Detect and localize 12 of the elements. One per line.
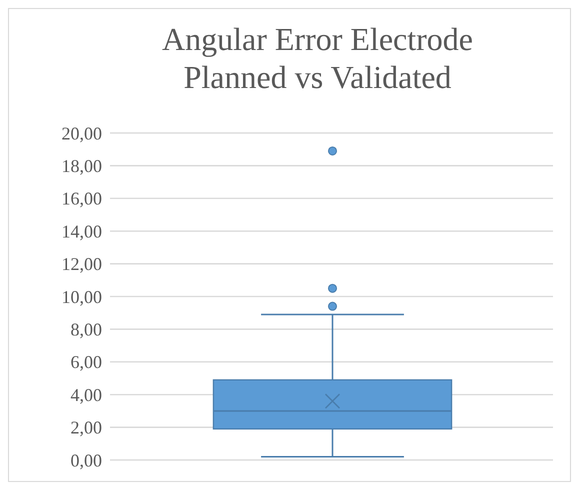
y-tick-label: 12,00: [62, 254, 102, 274]
y-tick-label: 6,00: [70, 352, 102, 372]
y-tick-label: 16,00: [62, 188, 102, 209]
y-tick-label: 2,00: [70, 418, 102, 438]
y-tick-label: 20,00: [62, 123, 102, 144]
y-tick-label: 14,00: [62, 221, 102, 242]
y-tick-label: 0,00: [70, 450, 102, 470]
y-tick-label: 4,00: [70, 384, 102, 405]
chart-title: Angular Error Electrode Planned vs Validated: [162, 21, 473, 95]
y-tick-label: 10,00: [62, 286, 102, 307]
y-tick-label: 8,00: [70, 320, 102, 340]
y-tick-label: 18,00: [62, 156, 102, 176]
